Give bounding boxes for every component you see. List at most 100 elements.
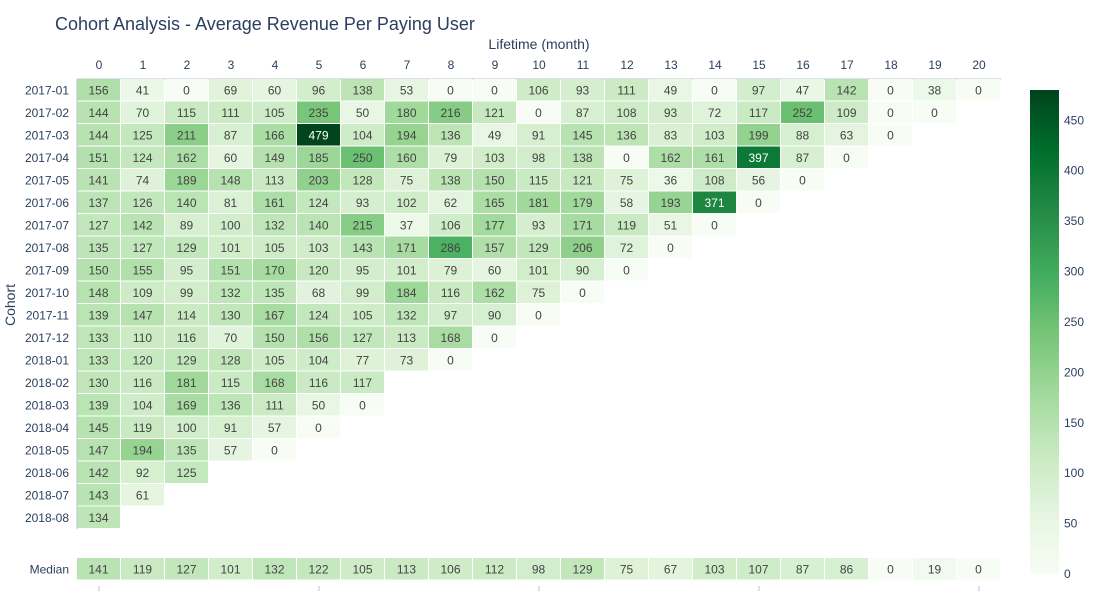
y-tick-label: 2017-07 — [25, 218, 69, 232]
heatmap-cell — [781, 101, 824, 123]
heatmap-cell-label: 129 — [176, 241, 196, 255]
heatmap-cell — [561, 191, 604, 213]
heatmap-cell — [869, 79, 912, 101]
heatmap-cell-label: 0 — [623, 263, 630, 277]
heatmap-cell — [253, 191, 296, 213]
heatmap-cell-label: 161 — [264, 196, 284, 210]
colorbar: 0 50 100 150 200 250 300 350 400 450 — [1030, 90, 1084, 581]
heatmap-cell-label: 120 — [308, 263, 328, 277]
heatmap-cell-label: 100 — [176, 421, 196, 435]
median-cell — [297, 558, 340, 580]
heatmap-cell — [693, 124, 736, 146]
median-cell — [737, 558, 780, 580]
median-cell-label: 112 — [485, 562, 504, 576]
heatmap-cell-label: 90 — [488, 308, 502, 322]
heatmap-cell — [429, 214, 472, 236]
heatmap-cell — [121, 146, 164, 168]
heatmap-cell — [253, 326, 296, 348]
heatmap-cell-label: 194 — [396, 128, 416, 142]
heatmap-cell — [693, 214, 736, 236]
heatmap-cell-label: 116 — [133, 376, 152, 390]
heatmap-cell-label: 156 — [88, 83, 108, 97]
heatmap-cell-label: 137 — [88, 196, 108, 210]
heatmap-cell-label: 145 — [572, 128, 592, 142]
heatmap-cell — [77, 236, 120, 258]
x-tick-label: 13 — [664, 58, 678, 72]
heatmap-cell-label: 0 — [623, 151, 630, 165]
heatmap-cell — [473, 169, 516, 191]
heatmap-cell — [737, 146, 780, 168]
x-tick-label: 19 — [928, 58, 942, 72]
x-tick-label: 1 — [140, 58, 147, 72]
colorbar-tick-label: 250 — [1064, 315, 1084, 329]
median-cell — [253, 558, 296, 580]
heatmap-cell-label: 216 — [440, 106, 460, 120]
heatmap-cell-label: 125 — [176, 466, 196, 480]
heatmap-cell — [385, 236, 428, 258]
heatmap-cell-label: 397 — [748, 151, 768, 165]
heatmap-cell-label: 138 — [440, 173, 460, 187]
heatmap-cell — [605, 169, 648, 191]
heatmap-cell — [341, 236, 384, 258]
heatmap-cell — [297, 236, 340, 258]
heatmap-cell-label: 128 — [220, 353, 240, 367]
heatmap-cell — [165, 259, 208, 281]
y-axis-title: Cohort — [2, 284, 18, 326]
heatmap-cell — [121, 349, 164, 371]
heatmap-cell — [253, 349, 296, 371]
heatmap-cell-label: 91 — [224, 421, 238, 435]
y-tick-label: 2017-12 — [25, 331, 69, 345]
heatmap-cell-label: 105 — [264, 106, 284, 120]
heatmap-cell-label: 0 — [887, 106, 894, 120]
heatmap-cell — [77, 124, 120, 146]
heatmap-cell-label: 72 — [620, 241, 634, 255]
heatmap-cell — [165, 281, 208, 303]
heatmap-cell — [77, 484, 120, 506]
median-cell — [869, 558, 912, 580]
median-cell — [429, 558, 472, 580]
heatmap-cell-label: 104 — [352, 128, 372, 142]
heatmap-cell — [341, 124, 384, 146]
heatmap-cell — [297, 371, 340, 393]
heatmap-cell — [209, 326, 252, 348]
heatmap-cell — [825, 124, 868, 146]
heatmap-cell — [605, 259, 648, 281]
heatmap-cell — [605, 101, 648, 123]
heatmap-cell — [341, 304, 384, 326]
heatmap-cell — [253, 79, 296, 101]
heatmap-cell-label: 150 — [484, 173, 504, 187]
heatmap-cell-label: 0 — [535, 106, 542, 120]
heatmap-cell-label: 0 — [359, 398, 366, 412]
heatmap-cell — [77, 461, 120, 483]
heatmap-cell-label: 0 — [975, 83, 982, 97]
heatmap-cell-label: 97 — [752, 83, 766, 97]
heatmap-cell — [429, 326, 472, 348]
median-cell-label: 122 — [308, 562, 328, 576]
heatmap-cell — [385, 349, 428, 371]
heatmap-cell-label: 79 — [444, 263, 458, 277]
median-row: 141 119 127 101 132 122 105 113 106 112 98 129 75 67 1… — [77, 558, 1000, 580]
heatmap-cell-label: 38 — [928, 83, 942, 97]
median-cell — [605, 558, 648, 580]
heatmap-cell-label: 53 — [400, 83, 414, 97]
heatmap-cell-label: 129 — [176, 353, 196, 367]
heatmap-cell-label: 113 — [265, 173, 284, 187]
heatmap-cell-label: 116 — [309, 376, 328, 390]
heatmap-cell — [385, 124, 428, 146]
y-tick-label: 2018-01 — [25, 353, 69, 367]
heatmap-cell — [209, 214, 252, 236]
heatmap-cell — [121, 169, 164, 191]
heatmap-cell-label: 92 — [136, 466, 150, 480]
x-tick-label: 12 — [620, 58, 634, 72]
heatmap-cell-label: 115 — [221, 376, 240, 390]
heatmap-cell — [429, 101, 472, 123]
y-axis-ticks: 2017-01 2017-02 2017-03 2017-04 2017-05 2017-… — [25, 83, 69, 576]
heatmap-cell-label: 113 — [397, 331, 416, 345]
median-row-label: Median — [30, 562, 69, 576]
heatmap-cell-label: 77 — [356, 353, 370, 367]
heatmap-cell-label: 143 — [352, 241, 372, 255]
heatmap-cell-label: 132 — [220, 286, 240, 300]
x-tick-label: 11 — [577, 58, 590, 72]
heatmap-cell — [209, 416, 252, 438]
heatmap-cell — [209, 349, 252, 371]
